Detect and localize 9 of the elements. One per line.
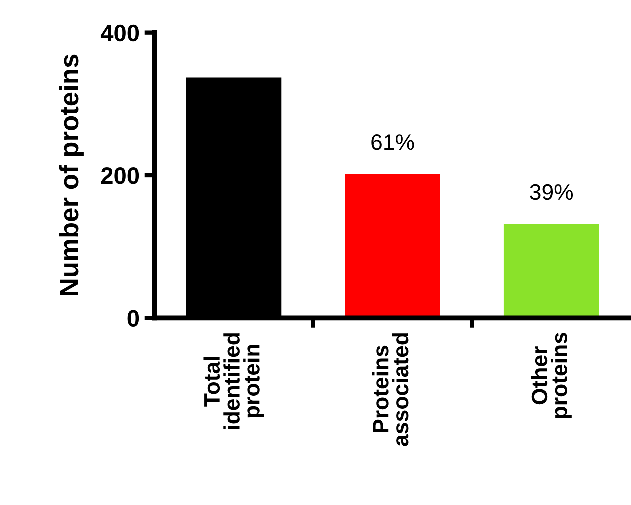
annotation: 39% xyxy=(530,184,574,200)
y-axis-title: Number of proteins xyxy=(59,54,84,296)
y-tick-label: 200 xyxy=(101,168,140,184)
x-tick-label: Proteins associated xyxy=(372,333,409,446)
y-tick-label: 0 xyxy=(128,310,140,327)
x-tick-label: Total identified protein xyxy=(204,333,264,430)
annotation: 61% xyxy=(372,134,414,150)
x-tick-label: Other proteins xyxy=(531,332,572,418)
y-tick-label: 400 xyxy=(100,24,140,42)
